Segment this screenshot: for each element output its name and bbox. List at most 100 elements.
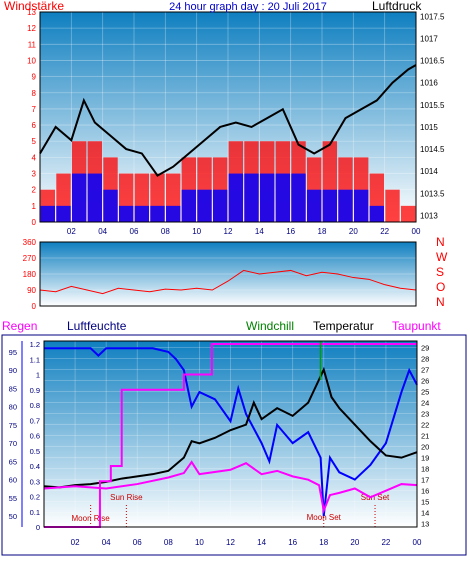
wind-pressure-grid xyxy=(40,11,417,223)
wind-axis-label: Windstärke xyxy=(4,0,64,13)
compass-label: O xyxy=(436,280,445,294)
x-tick-label: 20 xyxy=(350,538,359,547)
astro-label: Moon Rise xyxy=(72,514,111,523)
temperature-tick-label: 23 xyxy=(421,410,429,419)
x-tick-label: 12 xyxy=(224,227,233,236)
pressure-tick-label: 1013.5 xyxy=(420,189,445,198)
legend-humidity: Luftfeuchte xyxy=(67,319,127,333)
x-tick-label: 00 xyxy=(412,227,421,236)
gust-bar xyxy=(306,189,322,222)
x-tick-label: 02 xyxy=(67,227,76,236)
rain-tick-label: 1.1 xyxy=(30,355,40,364)
temp-humidity-grid xyxy=(44,341,418,527)
humidity-tick-label: 65 xyxy=(9,457,17,466)
temperature-line xyxy=(43,366,418,489)
temperature-tick-label: 14 xyxy=(421,509,429,518)
x-tick-label: 06 xyxy=(133,538,142,547)
rain-tick-label: 1.2 xyxy=(30,340,40,349)
pressure-tick-label: 1016 xyxy=(420,79,438,88)
dewpoint-line xyxy=(43,460,418,515)
temperature-tick-label: 17 xyxy=(421,476,429,485)
temperature-tick-label: 16 xyxy=(421,487,429,496)
wind-direction-plot-area xyxy=(40,242,416,306)
pressure-tick-label: 1015.5 xyxy=(420,101,445,110)
temperature-tick-label: 19 xyxy=(421,454,429,463)
gust-bar xyxy=(338,189,353,222)
temp-humidity-x-ticks: 02 04 06 08 10 12 14 16 18 20 22 00 xyxy=(71,538,422,547)
direction-tick-label: 0 xyxy=(32,302,37,311)
x-tick-label: 06 xyxy=(130,227,139,236)
direction-ticks: 0 90 180 270 360 xyxy=(23,238,37,311)
pressure-tick-label: 1015 xyxy=(420,123,438,132)
gust-bar xyxy=(228,173,244,222)
compass-label: N xyxy=(436,295,445,309)
rain-tick-label: 0.1 xyxy=(30,508,40,517)
wind-tick-label: 0 xyxy=(32,218,37,227)
temperature-tick-label: 21 xyxy=(421,432,429,441)
humidity-line xyxy=(44,347,418,517)
wind-tick-label: 6 xyxy=(32,121,37,130)
gust-bar xyxy=(150,205,165,222)
humidity-ticks: 50 55 60 65 70 75 80 85 90 95 xyxy=(9,348,17,521)
temperature-tick-label: 22 xyxy=(421,421,429,430)
temperature-tick-label: 26 xyxy=(421,377,429,386)
temperature-tick-label: 29 xyxy=(421,344,429,353)
gust-bar xyxy=(181,189,197,222)
gust-bar xyxy=(134,205,150,222)
gust-bar xyxy=(40,205,56,222)
pressure-tick-label: 1014.5 xyxy=(420,145,445,154)
humidity-tick-label: 95 xyxy=(9,348,17,357)
wind-pressure-frame xyxy=(39,11,417,223)
pressure-tick-label: 1014 xyxy=(420,167,438,176)
x-tick-label: 16 xyxy=(286,227,295,236)
x-tick-label: 04 xyxy=(98,227,107,236)
pressure-axis-label: Luftdruck xyxy=(372,0,422,13)
wind-tick-label: 4 xyxy=(32,153,37,162)
x-tick-label: 20 xyxy=(349,227,358,236)
wind-bar xyxy=(385,189,400,222)
direction-tick-label: 90 xyxy=(27,286,36,295)
wind-bars xyxy=(40,141,416,222)
compass-label: N xyxy=(436,235,445,249)
direction-tick-label: 270 xyxy=(23,254,37,263)
wind-tick-label: 10 xyxy=(27,56,36,65)
gust-bar xyxy=(353,189,369,222)
humidity-tick-label: 90 xyxy=(9,366,17,375)
rain-tick-label: 0.6 xyxy=(30,432,40,441)
temperature-tick-label: 25 xyxy=(421,388,429,397)
rain-line xyxy=(44,343,417,528)
temp-humidity-outer-frame xyxy=(1,334,467,556)
temperature-tick-label: 24 xyxy=(421,399,429,408)
x-tick-label: 16 xyxy=(288,538,297,547)
pressure-tick-label: 1013 xyxy=(420,211,438,220)
wind-tick-label: 8 xyxy=(32,89,37,98)
humidity-tick-label: 60 xyxy=(9,476,17,485)
temp-humidity-frame xyxy=(43,340,418,528)
rain-ticks: 0 0.1 0.2 0.3 0.4 0.5 0.6 0.7 0.8 0.9 1 1.1 1.2 xyxy=(30,340,40,532)
humidity-tick-label: 80 xyxy=(9,403,17,412)
temperature-tick-label: 20 xyxy=(421,443,429,452)
wind-tick-label: 9 xyxy=(32,73,37,82)
x-tick-label: 22 xyxy=(381,538,390,547)
rain-tick-label: 0.4 xyxy=(30,462,40,471)
temperature-ticks: 13 14 15 16 17 18 19 20 21 22 23 24 25 26 27 28 29 xyxy=(421,344,429,529)
wind-tick-label: 2 xyxy=(32,186,37,195)
compass-label: S xyxy=(436,265,444,279)
pressure-ticks: 1013 1013.5 1014 1014.5 1015 1015.5 1016 1016.5… xyxy=(420,12,445,220)
wind-tick-label: 3 xyxy=(32,170,37,179)
x-tick-label: 08 xyxy=(164,538,173,547)
temperature-tick-label: 28 xyxy=(421,355,429,364)
temperature-tick-label: 27 xyxy=(421,366,429,375)
rain-tick-label: 0 xyxy=(36,523,40,532)
humidity-tick-label: 70 xyxy=(9,439,17,448)
x-tick-label: 22 xyxy=(380,227,389,236)
rain-tick-label: 1 xyxy=(36,371,40,380)
pressure-tick-label: 1017.5 xyxy=(420,12,445,21)
pressure-tick-label: 1017 xyxy=(420,35,438,44)
wind-tick-label: 5 xyxy=(32,137,37,146)
chart-title: 24 hour graph day : 20 Juli 2017 xyxy=(169,1,327,13)
humidity-tick-label: 55 xyxy=(9,494,17,503)
wind-tick-label: 7 xyxy=(32,105,37,114)
